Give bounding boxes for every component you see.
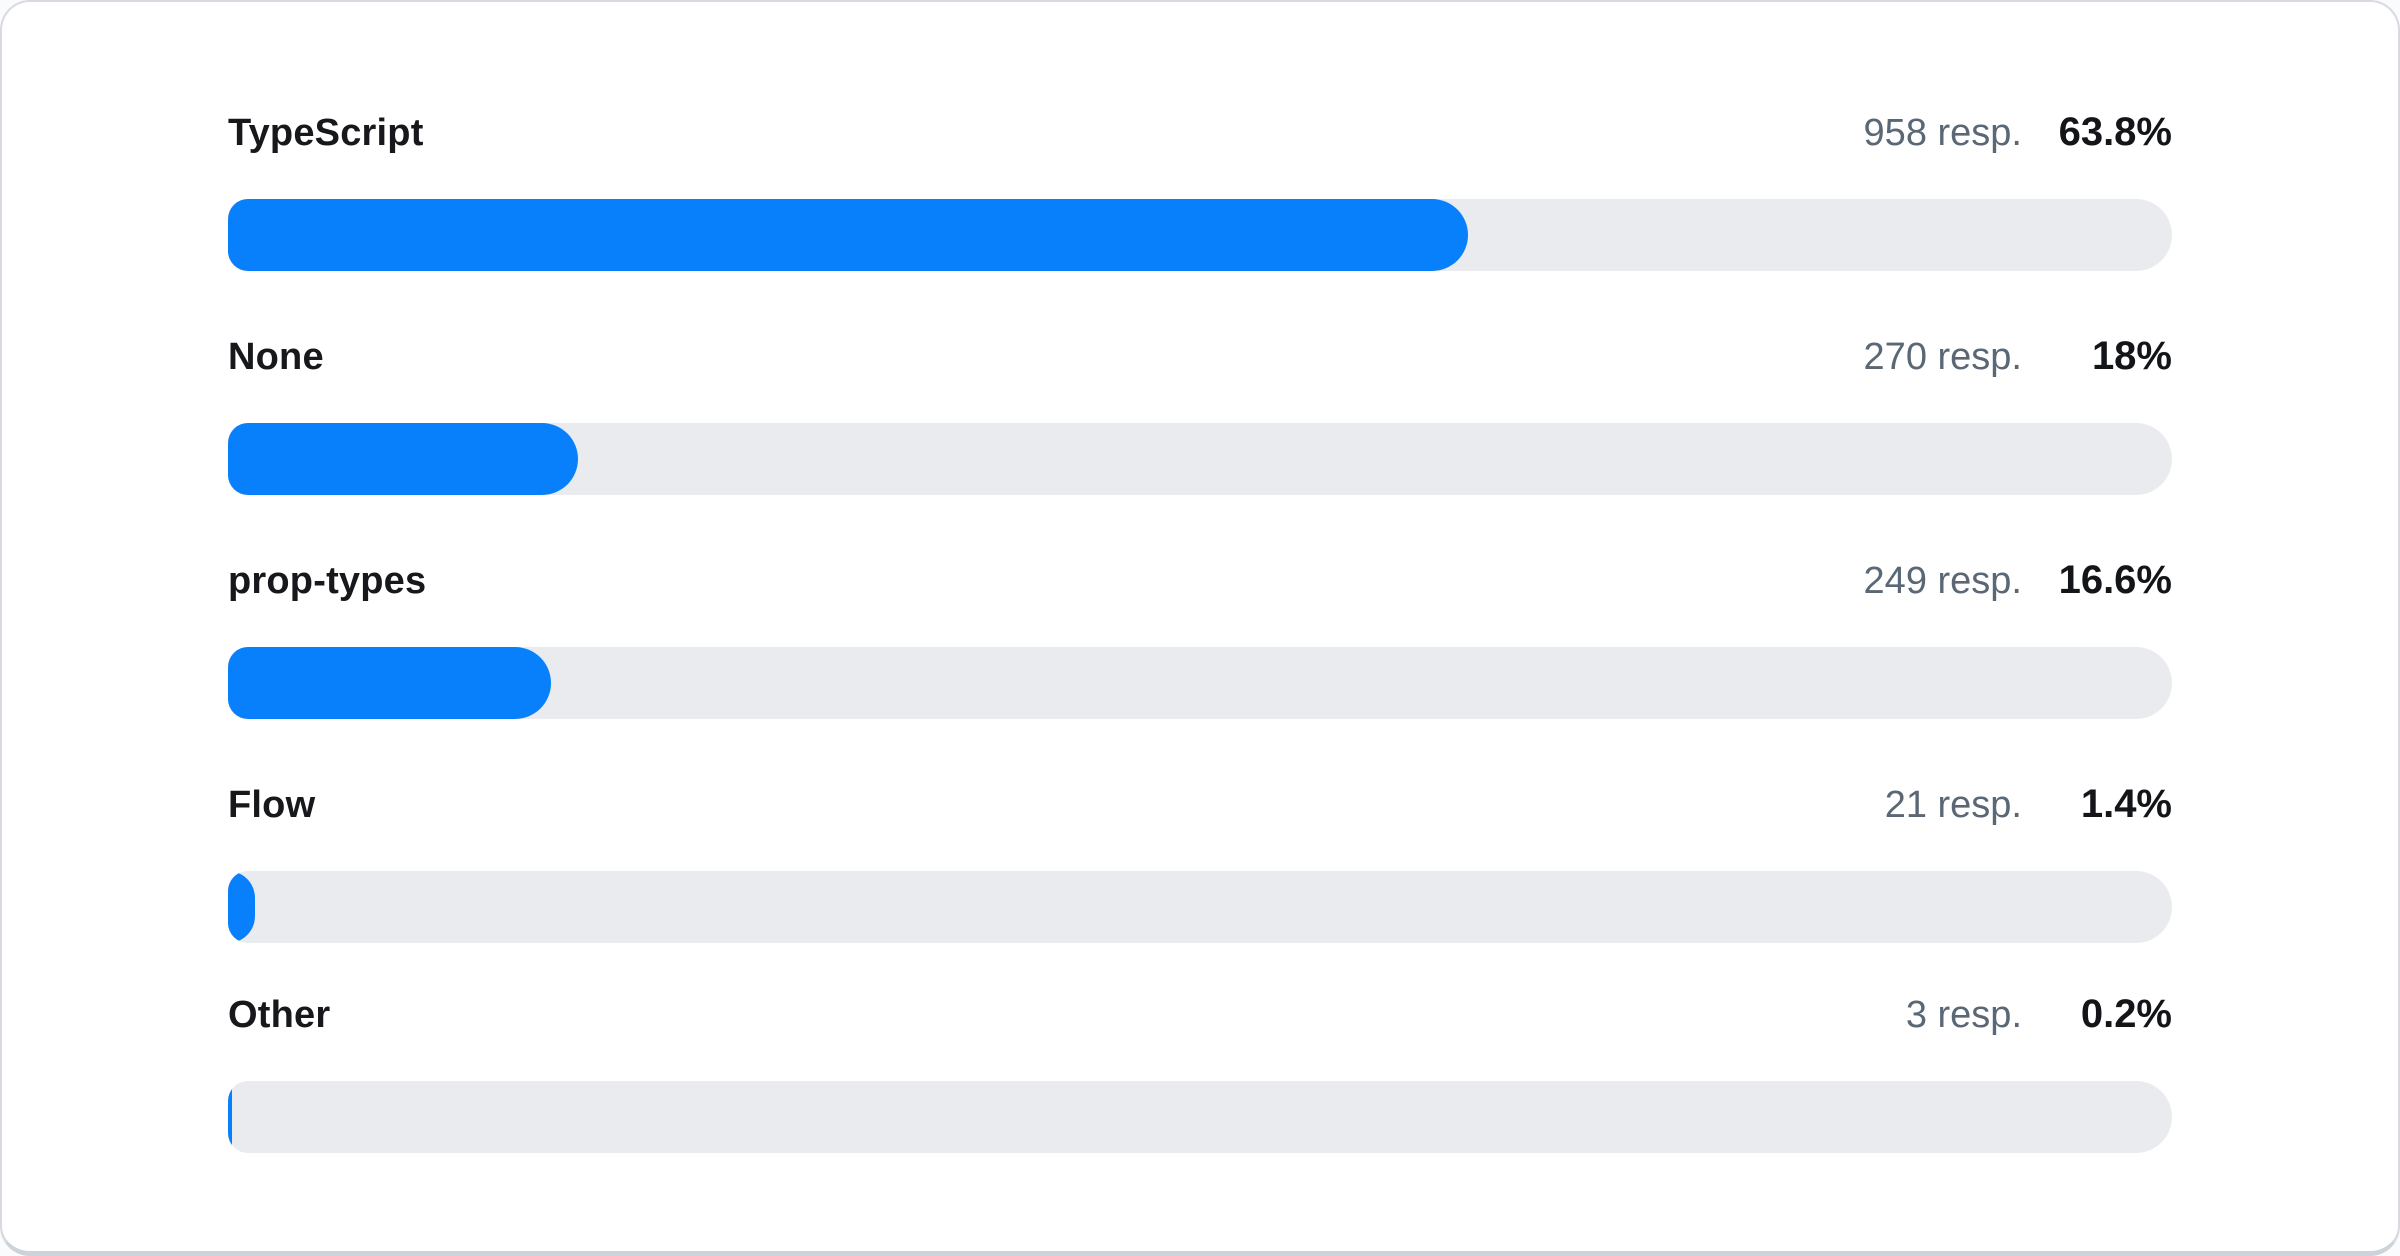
bar-track	[228, 647, 2172, 719]
row-header: TypeScript 958 resp. 63.8%	[228, 108, 2172, 156]
chart-row: prop-types 249 resp. 16.6%	[228, 556, 2172, 719]
row-header: Other 3 resp. 0.2%	[228, 990, 2172, 1038]
bar-fill	[228, 199, 1469, 271]
bar-track	[228, 871, 2172, 943]
row-values: 958 resp. 63.8%	[1864, 108, 2172, 157]
chart-row: Other 3 resp. 0.2%	[228, 990, 2172, 1153]
percentage-value: 16.6%	[2058, 558, 2172, 602]
response-count: 249 resp.	[1863, 560, 2022, 602]
response-count: 270 resp.	[1863, 336, 2022, 378]
row-header: None 270 resp. 18%	[228, 332, 2172, 380]
row-header: Flow 21 resp. 1.4%	[228, 780, 2172, 828]
response-count: 3 resp.	[1905, 994, 2022, 1036]
row-values: 21 resp. 1.4%	[1885, 780, 2172, 829]
row-header: prop-types 249 resp. 16.6%	[228, 556, 2172, 604]
option-label: TypeScript	[228, 112, 424, 154]
row-values: 270 resp. 18%	[1864, 332, 2172, 381]
chart-row: None 270 resp. 18%	[228, 332, 2172, 495]
chart-row: Flow 21 resp. 1.4%	[228, 780, 2172, 943]
percentage-value: 63.8%	[2058, 110, 2172, 154]
option-label: None	[228, 336, 324, 378]
option-label: Other	[228, 994, 331, 1036]
percentage-value: 1.4%	[2080, 782, 2172, 826]
response-count: 21 resp.	[1884, 784, 2022, 826]
percentage-value: 0.2%	[2080, 992, 2172, 1036]
bar-track	[228, 1081, 2172, 1153]
bar-fill	[228, 871, 256, 943]
chart-row: TypeScript 958 resp. 63.8%	[228, 108, 2172, 271]
response-count: 958 resp.	[1863, 112, 2022, 154]
bar-fill	[228, 647, 551, 719]
bar-chart: TypeScript 958 resp. 63.8% None 270 resp…	[228, 108, 2172, 1153]
bar-fill	[228, 423, 578, 495]
percentage-value: 18%	[2091, 334, 2172, 378]
bar-fill	[228, 1081, 232, 1153]
bar-track	[228, 199, 2172, 271]
row-values: 3 resp. 0.2%	[1906, 990, 2172, 1039]
row-values: 249 resp. 16.6%	[1864, 556, 2172, 605]
option-label: prop-types	[228, 560, 427, 602]
bar-track	[228, 423, 2172, 495]
option-label: Flow	[228, 784, 316, 826]
